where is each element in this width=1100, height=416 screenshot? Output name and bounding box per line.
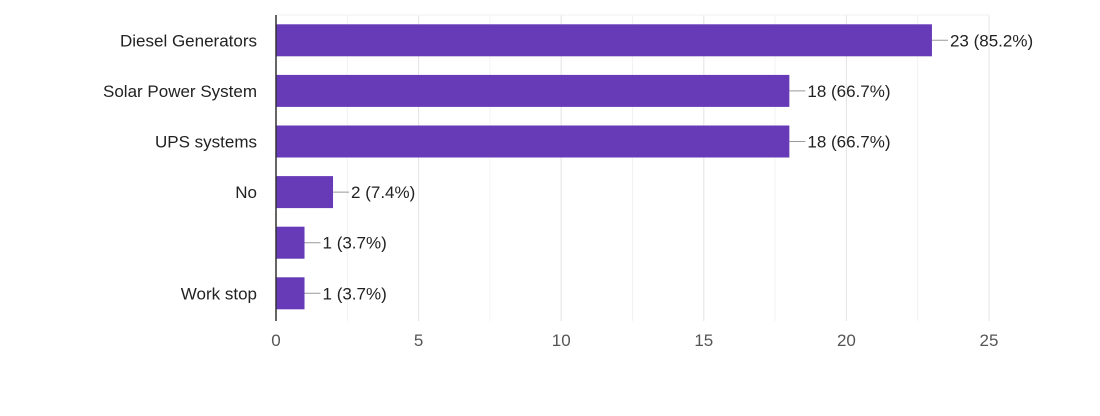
data-label-4: 1 (3.7%) bbox=[323, 234, 387, 253]
category-label-3: No bbox=[235, 183, 257, 202]
data-label-1: 18 (66.7%) bbox=[807, 82, 890, 101]
x-tick-label-2: 10 bbox=[552, 331, 571, 350]
bar-2 bbox=[276, 125, 790, 158]
bar-layer bbox=[276, 24, 932, 310]
x-tick-label-5: 25 bbox=[980, 331, 999, 350]
x-tick-label-4: 20 bbox=[837, 331, 856, 350]
category-label-0: Diesel Generators bbox=[120, 31, 257, 50]
bar-5 bbox=[276, 277, 305, 310]
category-label-2: UPS systems bbox=[155, 133, 257, 152]
axis-layer: 0 5 10 15 20 25 bbox=[271, 15, 998, 350]
data-label-2: 18 (66.7%) bbox=[807, 133, 890, 152]
bar-3 bbox=[276, 176, 334, 209]
x-tick-label-0: 0 bbox=[271, 331, 280, 350]
category-label-1: Solar Power System bbox=[103, 82, 257, 101]
category-label-5: Work stop bbox=[181, 284, 257, 303]
bar-1 bbox=[276, 74, 790, 107]
data-label-3: 2 (7.4%) bbox=[351, 183, 415, 202]
data-label-5: 1 (3.7%) bbox=[323, 284, 387, 303]
data-label-0: 23 (85.2%) bbox=[950, 31, 1033, 50]
bar-0 bbox=[276, 24, 932, 57]
x-tick-label-1: 5 bbox=[414, 331, 423, 350]
grid-layer bbox=[275, 14, 990, 321]
bar-4 bbox=[276, 226, 305, 259]
x-tick-label-3: 15 bbox=[694, 331, 713, 350]
label-layer: Diesel Generators 23 (85.2%) Solar Power S… bbox=[103, 31, 1033, 303]
